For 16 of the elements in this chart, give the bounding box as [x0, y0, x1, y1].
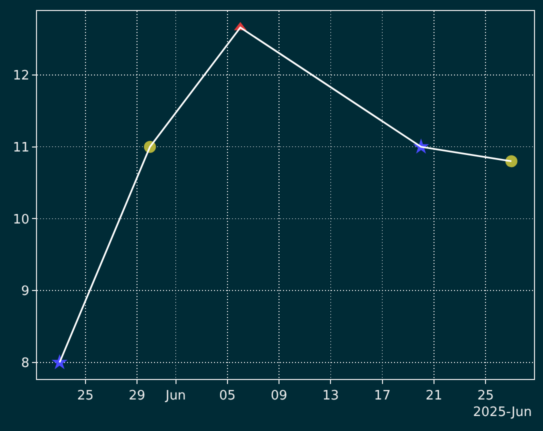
y-tick-label: 11: [12, 140, 30, 156]
x-tick-label: 09: [270, 388, 288, 404]
x-tick-label: 17: [374, 388, 391, 404]
x-tick-label: 05: [219, 388, 236, 404]
x-tick-label: 13: [322, 388, 339, 404]
text: 2025-Jun: [473, 405, 532, 420]
x-tick-label: 25: [77, 388, 94, 404]
y-tick-label: 8: [21, 356, 30, 372]
x-tick-label: 25: [477, 388, 494, 404]
y-tick-label: 12: [12, 68, 30, 84]
y-tick-label: 10: [12, 212, 30, 228]
x-tick-label: Jun: [164, 388, 186, 404]
x-tick-label: 21: [426, 388, 442, 404]
point: [505, 155, 518, 168]
x-tick-label: 29: [128, 388, 146, 404]
y-tick-label: 9: [21, 284, 30, 300]
